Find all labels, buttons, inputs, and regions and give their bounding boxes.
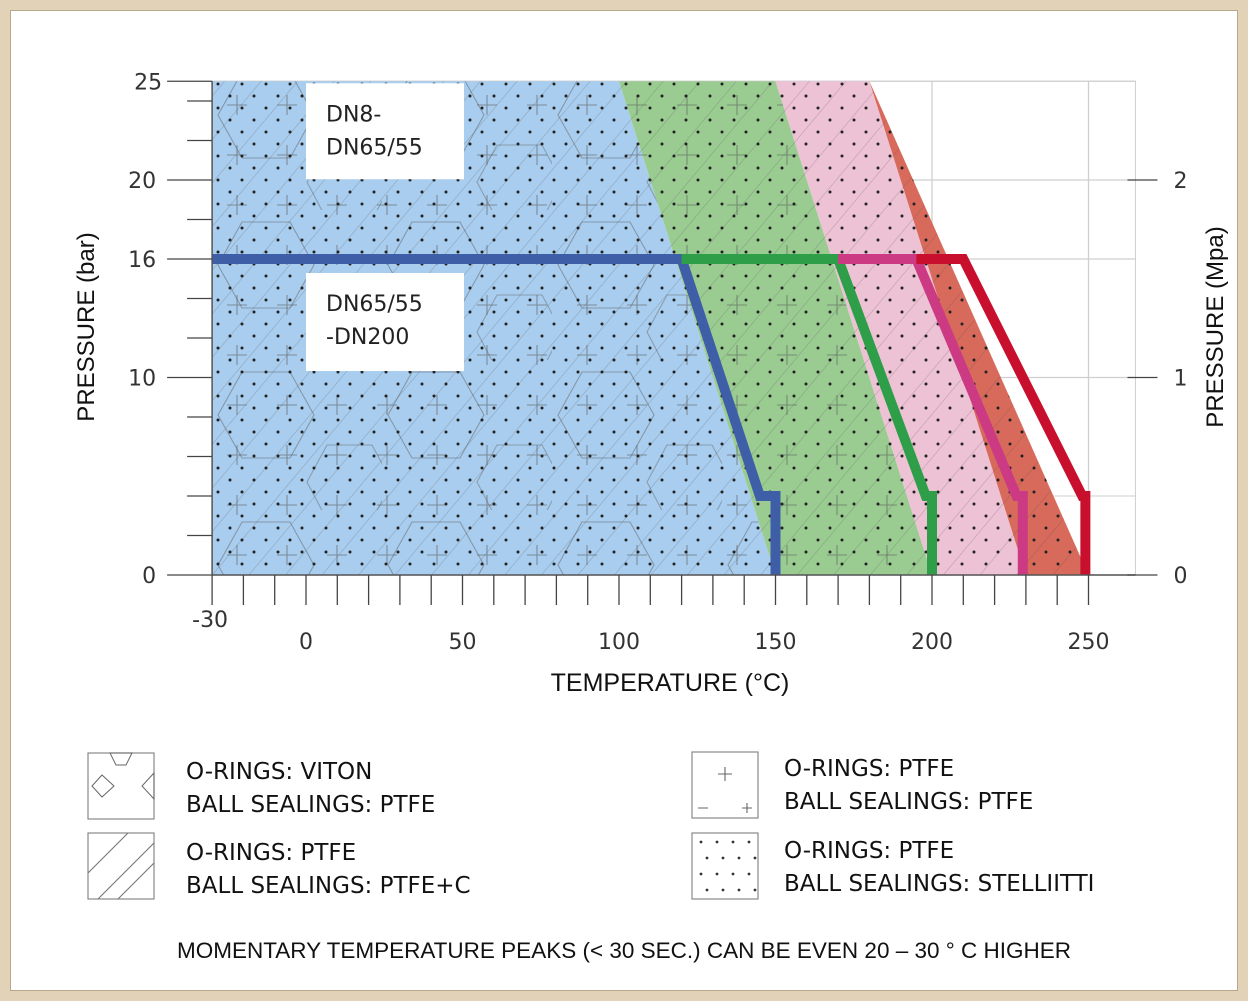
- dot-mark: [705, 856, 709, 860]
- region-label-text: DN65/55: [326, 135, 423, 160]
- dot-mark: [753, 856, 757, 860]
- limit-line-0: [212, 254, 781, 575]
- y-axis-title-right: PRESSURE (Mpa): [1202, 226, 1229, 427]
- footnote: MOMENTARY TEMPERATURE PEAKS (< 30 SEC.) …: [176, 938, 1072, 963]
- legend-line: O-RINGS: PTFE: [784, 838, 955, 864]
- texture-dots: [212, 81, 1089, 575]
- dot-mark: [747, 840, 751, 844]
- hexagon-mark: [109, 752, 133, 766]
- region-label-box: [306, 273, 464, 371]
- dot-mark: [737, 856, 741, 860]
- legend-label-ptfe-stelliitti: O-RINGS: PTFE BALL SEALINGS: STELLIITTI: [784, 835, 1094, 901]
- dot-mark: [747, 872, 751, 876]
- dot-mark: [715, 840, 719, 844]
- region-label-text: DN8-: [326, 102, 381, 127]
- legend-swatch-diagonal-hatch: [87, 832, 155, 900]
- region-labels: DN8- DN65/55 DN65/55 -DN200: [306, 83, 464, 371]
- legend-line: BALL SEALINGS: PTFE+C: [186, 873, 471, 899]
- dot-mark: [731, 840, 735, 844]
- hatch-mark: [87, 832, 155, 900]
- legend-swatch-box: [87, 832, 155, 900]
- x-axis-title: TEMPERATURE (°C): [551, 669, 790, 697]
- y-right-tick-label: 1: [1173, 367, 1187, 392]
- x-tick-label: 200: [911, 630, 953, 655]
- hexagon-mark: [91, 774, 115, 798]
- cross-mark: [698, 767, 752, 813]
- limit-line-2: [838, 254, 1028, 575]
- dot-mark: [731, 872, 735, 876]
- legend-line: BALL SEALINGS: STELLIITTI: [784, 871, 1095, 897]
- y-tick-label: 16: [128, 248, 156, 273]
- dot-mark: [699, 872, 703, 876]
- y-axis-title-left: PRESSURE (bar): [73, 232, 100, 421]
- dot-mark: [753, 888, 757, 892]
- region-label-text: -DN200: [326, 325, 409, 350]
- limit-line-1: [681, 254, 937, 575]
- legend-line: BALL SEALINGS: PTFE: [186, 792, 436, 818]
- region-patterns: [212, 81, 1089, 575]
- legend-swatch-box: [87, 752, 155, 820]
- dot-mark: [721, 856, 725, 860]
- legend-swatches: [87, 751, 759, 900]
- legend-swatch-cross: [691, 751, 759, 819]
- dot-mark: [699, 840, 703, 844]
- legend-label-viton-ptfe: O-RINGS: VITON BALL SEALINGS: PTFE: [186, 756, 435, 822]
- dot-mark: [737, 888, 741, 892]
- x-tick-label: 0: [299, 630, 313, 655]
- dot-mark: [705, 888, 709, 892]
- legend-label-ptfe-ptfec: O-RINGS: PTFE BALL SEALINGS: PTFE+C: [186, 837, 471, 903]
- y-tick-label: 10: [128, 367, 156, 392]
- y-tick-label: 0: [142, 564, 156, 589]
- x-tick-label: 100: [598, 630, 640, 655]
- limit-lines: [212, 254, 1091, 575]
- legend-line: BALL SEALINGS: PTFE: [784, 789, 1034, 815]
- x-tick-label: -30: [192, 608, 228, 633]
- x-tick-label: 150: [755, 630, 797, 655]
- legend-line: O-RINGS: VITON: [186, 759, 373, 785]
- y-tick-label: 20: [128, 169, 156, 194]
- region-label-box: [306, 83, 464, 180]
- y-right-tick-label: 2: [1173, 169, 1187, 194]
- hexagon-mark: [141, 771, 155, 801]
- y-right-tick-label: 0: [1173, 564, 1187, 589]
- limit-line-3: [916, 254, 1091, 575]
- y-tick-label: 25: [134, 70, 162, 95]
- dot-mark: [721, 888, 725, 892]
- x-tick-label: 50: [449, 630, 477, 655]
- legend-line: O-RINGS: PTFE: [186, 840, 357, 866]
- legend-swatch-box: [691, 832, 759, 900]
- region-label-text: DN65/55: [326, 292, 423, 317]
- dot-mark: [715, 872, 719, 876]
- legend-swatch-hexagon: [87, 752, 155, 820]
- legend-swatch-dots: [691, 832, 759, 900]
- legend-label-ptfe-ptfe: O-RINGS: PTFE BALL SEALINGS: PTFE: [784, 753, 1033, 819]
- legend-line: O-RINGS: PTFE: [784, 756, 955, 782]
- x-tick-label: 250: [1068, 630, 1110, 655]
